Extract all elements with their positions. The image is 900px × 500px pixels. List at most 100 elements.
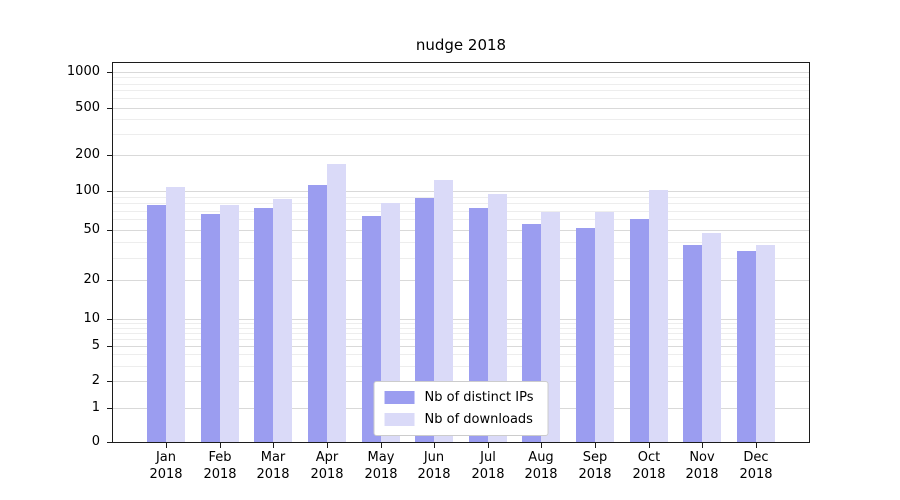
- y-tick-label-100: 100: [75, 183, 100, 198]
- gridline-minor-600: [113, 98, 809, 100]
- plot-area: Nb of distinct IPs Nb of downloads: [112, 62, 810, 443]
- y-tick-label-20: 20: [83, 272, 100, 288]
- x-tick-label-sep-2018: Sep 2018: [578, 450, 612, 482]
- gridline-minor-30: [113, 257, 809, 259]
- x-tick-label-apr-2018: Apr 2018: [310, 450, 344, 482]
- bar-nb-of-downloads-feb-2018: [220, 205, 239, 442]
- bar-nb-of-downloads-jan-2018: [166, 187, 185, 442]
- bar-nb-of-downloads-apr-2018: [327, 164, 346, 442]
- y-tick-mark-20: [107, 280, 112, 282]
- y-tick-label-5: 5: [91, 337, 100, 353]
- bar-nb-of-distinct-ips-dec-2018: [737, 251, 756, 442]
- gridline-minor-900: [113, 77, 809, 79]
- gridline-minor-800: [113, 83, 809, 85]
- y-tick-mark-2: [107, 381, 112, 383]
- y-tick-label-500: 500: [75, 99, 100, 115]
- x-tick-mark-sep-2018: [595, 443, 596, 448]
- y-tick-mark-1: [107, 408, 112, 409]
- gridline-major-1000: [113, 72, 809, 73]
- gridline-minor-40: [113, 241, 809, 243]
- legend-item-nb-of-distinct-ips: Nb of distinct IPs: [384, 390, 534, 405]
- bar-nb-of-distinct-ips-feb-2018: [201, 214, 220, 442]
- x-tick-mark-dec-2018: [756, 443, 757, 448]
- bar-nb-of-downloads-nov-2018: [702, 233, 721, 442]
- bar-nb-of-distinct-ips-oct-2018: [630, 219, 649, 442]
- x-tick-mark-oct-2018: [649, 443, 650, 448]
- bar-nb-of-downloads-mar-2018: [273, 199, 292, 442]
- y-tick-label-50: 50: [83, 221, 100, 237]
- legend: Nb of distinct IPs Nb of downloads: [373, 381, 549, 436]
- gridline-minor-70: [113, 210, 809, 212]
- legend-swatch-nb-of-distinct-ips: [384, 391, 415, 404]
- gridline-major-200: [113, 155, 809, 157]
- bar-nb-of-distinct-ips-apr-2018: [308, 185, 327, 442]
- x-tick-mark-jul-2018: [488, 443, 489, 448]
- y-tick-mark-0: [107, 442, 112, 443]
- y-tick-label-200: 200: [75, 147, 100, 163]
- legend-item-nb-of-downloads: Nb of downloads: [384, 412, 534, 427]
- x-tick-label-dec-2018: Dec 2018: [739, 450, 773, 482]
- x-tick-mark-aug-2018: [541, 443, 542, 448]
- x-tick-mark-apr-2018: [327, 443, 328, 448]
- x-tick-label-jan-2018: Jan 2018: [149, 450, 183, 482]
- bar-nb-of-distinct-ips-jan-2018: [147, 205, 166, 442]
- gridline-minor-300: [113, 134, 809, 136]
- gridline-major-5: [113, 345, 809, 347]
- gridline-minor-6: [113, 338, 809, 340]
- x-tick-label-nov-2018: Nov 2018: [685, 450, 719, 482]
- x-tick-mark-feb-2018: [220, 443, 221, 448]
- gridline-minor-60: [113, 219, 809, 221]
- x-tick-label-jul-2018: Jul 2018: [471, 450, 505, 482]
- x-tick-mark-mar-2018: [273, 443, 274, 448]
- bar-nb-of-downloads-oct-2018: [649, 190, 668, 442]
- x-tick-mark-jun-2018: [434, 443, 435, 448]
- gridline-minor-4: [113, 354, 809, 356]
- gridline-major-20: [113, 280, 809, 282]
- y-tick-label-1: 1: [91, 400, 100, 415]
- x-tick-label-jun-2018: Jun 2018: [417, 450, 451, 482]
- y-tick-mark-10: [107, 319, 112, 320]
- x-tick-label-oct-2018: Oct 2018: [632, 450, 666, 482]
- gridline-minor-9: [113, 323, 809, 325]
- legend-label-nb-of-distinct-ips: Nb of distinct IPs: [424, 390, 534, 405]
- legend-swatch-nb-of-downloads: [384, 413, 415, 426]
- x-tick-mark-jan-2018: [166, 443, 167, 448]
- y-tick-label-1000: 1000: [66, 64, 100, 79]
- bar-nb-of-downloads-jul-2018: [488, 194, 507, 442]
- y-tick-label-2: 2: [91, 373, 100, 389]
- x-tick-label-feb-2018: Feb 2018: [203, 450, 237, 482]
- gridline-major-500: [113, 107, 809, 109]
- y-tick-mark-50: [107, 229, 112, 231]
- gridline-major-50: [113, 229, 809, 231]
- gridline-minor-7: [113, 332, 809, 334]
- gridline-minor-400: [113, 119, 809, 121]
- gridline-minor-90: [113, 196, 809, 198]
- gridline-major-10: [113, 319, 809, 320]
- gridline-minor-3: [113, 365, 809, 367]
- gridline-minor-700: [113, 90, 809, 92]
- y-tick-mark-100: [107, 191, 112, 192]
- x-tick-label-mar-2018: Mar 2018: [256, 450, 290, 482]
- y-tick-mark-1000: [107, 72, 112, 73]
- gridline-minor-80: [113, 203, 809, 205]
- y-tick-mark-500: [107, 107, 112, 109]
- y-tick-label-0: 0: [91, 434, 100, 449]
- y-tick-label-10: 10: [83, 311, 100, 326]
- legend-label-nb-of-downloads: Nb of downloads: [424, 412, 533, 427]
- bar-nb-of-downloads-sep-2018: [595, 212, 614, 442]
- bar-nb-of-downloads-dec-2018: [756, 245, 775, 442]
- x-tick-label-may-2018: May 2018: [364, 450, 398, 482]
- gridline-major-100: [113, 191, 809, 192]
- gridline-minor-8: [113, 327, 809, 329]
- x-tick-label-aug-2018: Aug 2018: [524, 450, 558, 482]
- y-tick-mark-200: [107, 155, 112, 157]
- bar-nb-of-distinct-ips-mar-2018: [254, 208, 273, 442]
- y-tick-mark-5: [107, 345, 112, 347]
- chart-title: nudge 2018: [415, 36, 507, 54]
- x-tick-mark-nov-2018: [702, 443, 703, 448]
- x-tick-mark-may-2018: [381, 443, 382, 448]
- bar-nb-of-distinct-ips-nov-2018: [683, 245, 702, 442]
- bar-nb-of-downloads-jun-2018: [434, 180, 453, 442]
- bar-nb-of-distinct-ips-sep-2018: [576, 228, 595, 442]
